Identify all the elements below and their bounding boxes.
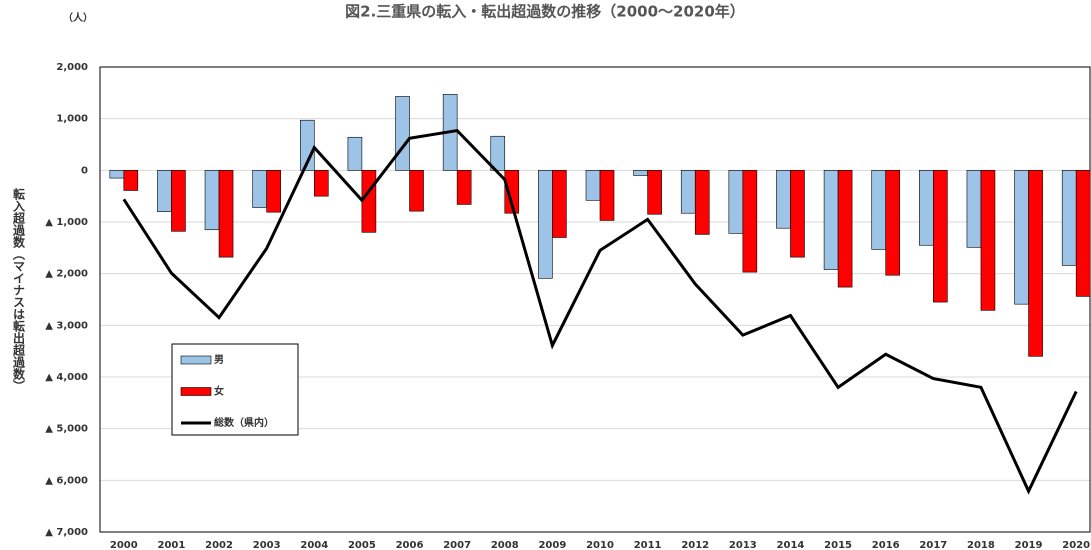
legend-label: 女 [214, 385, 224, 398]
bar [218, 170, 234, 258]
y-tick-label: 0 [81, 165, 88, 176]
bar [109, 170, 125, 179]
bar [123, 170, 139, 191]
x-tick-label: 2020 [1062, 540, 1090, 550]
x-tick-label: 2010 [586, 540, 614, 550]
bar [694, 170, 710, 235]
x-tick-label: 2005 [348, 540, 376, 550]
bar [728, 170, 744, 234]
legend-label: 男 [214, 354, 224, 366]
bar [585, 170, 601, 201]
bar [409, 170, 424, 212]
x-tick-label: 2000 [110, 540, 138, 550]
bar [552, 170, 567, 238]
bar [919, 170, 934, 246]
bar [776, 170, 791, 229]
bar [157, 170, 172, 212]
y-axis-label: 転入超過数（マイナスは転出超過数） [12, 187, 26, 392]
bar [1028, 170, 1043, 357]
x-tick-label: 2008 [491, 540, 519, 550]
x-tick-label: 2002 [205, 540, 233, 550]
y-tick-label: ▲ 4,000 [45, 372, 88, 383]
legend-label: 総数（県内） [214, 416, 274, 429]
bar [933, 170, 948, 303]
x-tick-label: 2012 [681, 540, 709, 550]
legend-swatch [180, 355, 212, 365]
bar [266, 170, 281, 213]
bar [823, 170, 839, 270]
bar [204, 170, 220, 231]
bar [742, 170, 758, 273]
legend-swatch [180, 387, 212, 396]
bar [837, 170, 853, 288]
bar [633, 170, 648, 176]
bar [790, 170, 805, 258]
plot-border [99, 66, 1091, 533]
x-tick-label: 2006 [396, 540, 424, 550]
y-tick-label: 1,000 [56, 114, 88, 125]
bar [361, 170, 377, 233]
x-tick-label: 2001 [158, 540, 186, 550]
bar [885, 170, 901, 276]
y-tick-label: ▲ 2,000 [45, 269, 88, 280]
x-tick-label: 2013 [729, 540, 757, 550]
unit-label: （人） [63, 11, 93, 24]
y-tick-label: ▲ 1,000 [45, 217, 88, 228]
x-tick-label: 2004 [300, 540, 328, 550]
y-tick-label: 2,000 [56, 62, 88, 73]
bar [647, 170, 662, 215]
x-tick-label: 2017 [919, 540, 947, 550]
bar [313, 170, 329, 197]
chart-title: 図2.三重県の転入・転出超過数の推移（2000〜2020年） [345, 3, 745, 21]
x-tick-label: 2014 [777, 540, 805, 550]
bar [395, 96, 410, 171]
y-tick-label: ▲ 6,000 [45, 475, 88, 486]
y-tick-label: ▲ 5,000 [45, 424, 88, 435]
y-tick-label: ▲ 7,000 [45, 527, 88, 538]
bar [347, 136, 363, 171]
x-tick-label: 2018 [967, 540, 995, 550]
bar [599, 170, 615, 221]
bar [1075, 170, 1091, 297]
bar [456, 170, 472, 205]
bar [966, 170, 982, 248]
bar [1061, 170, 1077, 266]
bar [171, 170, 186, 232]
bar [871, 170, 887, 250]
bar [538, 170, 553, 279]
x-tick-label: 2019 [1015, 540, 1043, 550]
x-tick-label: 2003 [253, 540, 281, 550]
bar [504, 170, 520, 214]
bar [680, 170, 696, 214]
x-tick-label: 2009 [538, 540, 566, 550]
x-tick-label: 2007 [443, 540, 471, 550]
bar [980, 170, 996, 311]
x-tick-label: 2011 [634, 540, 662, 550]
bar [1014, 170, 1029, 305]
x-tick-label: 2015 [824, 540, 852, 550]
y-tick-label: ▲ 3,000 [45, 320, 88, 331]
x-tick-label: 2016 [872, 540, 900, 550]
bar [252, 170, 267, 208]
line [122, 128, 1078, 495]
